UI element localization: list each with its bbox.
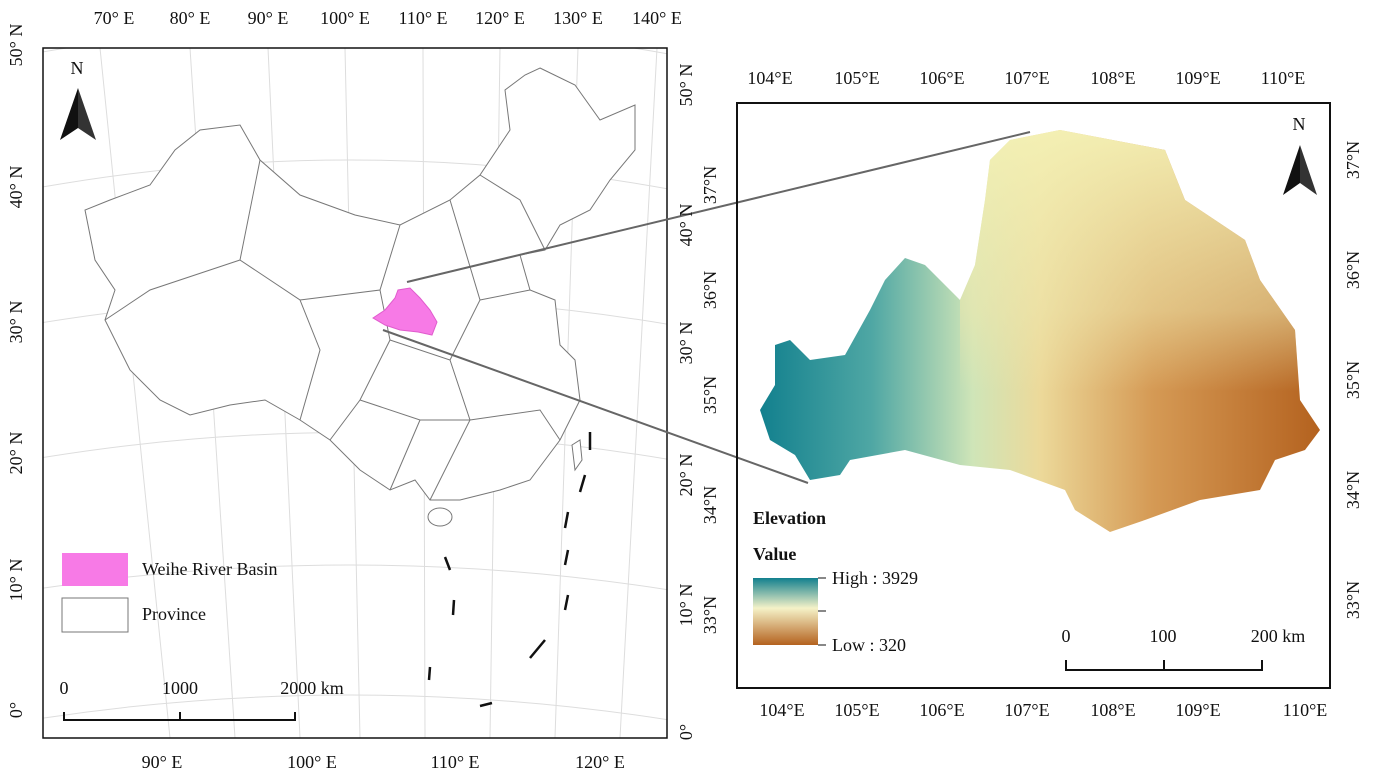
right-label: 0° — [676, 724, 696, 740]
left-label: 0° — [6, 702, 26, 718]
top-label: 120° E — [475, 8, 525, 28]
legend-swatch — [61, 597, 129, 633]
right-label: 35°N — [1343, 361, 1363, 399]
taiwan — [571, 439, 583, 472]
north-label: N — [1293, 114, 1306, 134]
bottom-label: 110° E — [430, 752, 479, 772]
legend-tick — [818, 577, 826, 646]
left-label: 50° N — [6, 24, 26, 67]
top-label: 130° E — [553, 8, 603, 28]
top-label: 109°E — [1175, 68, 1220, 88]
right-frame — [736, 102, 1331, 689]
bottom-label: 106°E — [919, 700, 964, 720]
scale-label: 1000 — [162, 678, 198, 698]
right-label: 30° N — [676, 322, 696, 365]
right-label: 37°N — [1343, 141, 1363, 179]
scale-bar — [63, 712, 296, 721]
scale-label: 0 — [60, 678, 69, 698]
top-label: 90° E — [248, 8, 289, 28]
bottom-label: 105°E — [834, 700, 879, 720]
north-arrow — [78, 88, 96, 140]
bottom-label: 120° E — [575, 752, 625, 772]
scale-bar — [1065, 660, 1263, 671]
left-label: 30° N — [6, 301, 26, 344]
top-label: 140° E — [632, 8, 682, 28]
scale-label: 200 km — [1251, 626, 1306, 646]
left-label: 36°N — [700, 271, 720, 309]
weihe-basin — [372, 287, 438, 336]
bottom-label: 107°E — [1004, 700, 1049, 720]
bottom-label: 109°E — [1175, 700, 1220, 720]
bottom-label: 100° E — [287, 752, 337, 772]
north-arrow — [1283, 145, 1300, 195]
north-arrow — [60, 88, 78, 140]
scale-label: 100 — [1150, 626, 1177, 646]
legend-ramp — [753, 578, 818, 645]
top-label: 108°E — [1090, 68, 1135, 88]
province-borders — [104, 159, 561, 501]
legend-swatch — [62, 553, 128, 586]
bottom-label: 110°E — [1283, 700, 1328, 720]
top-label: 105°E — [834, 68, 879, 88]
left-label: 37°N — [700, 166, 720, 204]
left-frame — [42, 47, 668, 739]
right-map — [736, 102, 1331, 689]
right-label: 20° N — [676, 454, 696, 497]
top-label: 110°E — [1261, 68, 1306, 88]
right-label: 50° N — [676, 64, 696, 107]
left-label: 34°N — [700, 486, 720, 524]
scale-label: 2000 km — [280, 678, 344, 698]
dem-shade — [960, 130, 1320, 532]
right-label: 34°N — [1343, 471, 1363, 509]
legend-label: Weihe River Basin — [142, 559, 278, 579]
hainan — [427, 507, 453, 527]
left-label: 10° N — [6, 559, 26, 602]
north-label: N — [71, 58, 84, 78]
left-label: 35°N — [700, 376, 720, 414]
nine-dash-line — [427, 432, 592, 708]
legend-subtitle: Value — [753, 544, 796, 564]
top-label: 106°E — [919, 68, 964, 88]
bottom-label: 90° E — [142, 752, 183, 772]
legend-label: Province — [142, 604, 206, 624]
north-arrow — [1300, 145, 1317, 195]
right-label: 10° N — [676, 584, 696, 627]
left-map — [42, 47, 668, 739]
legend-title: Elevation — [753, 508, 826, 528]
right-label: 40° N — [676, 204, 696, 247]
left-label: 33°N — [700, 596, 720, 634]
top-label: 104°E — [747, 68, 792, 88]
top-label: 70° E — [94, 8, 135, 28]
right-label: 33°N — [1343, 581, 1363, 619]
legend-label: Low : 320 — [832, 635, 906, 655]
scale-label: 0 — [1062, 626, 1071, 646]
top-label: 107°E — [1004, 68, 1049, 88]
legend-label: High : 3929 — [832, 568, 918, 588]
left-label: 20° N — [6, 432, 26, 475]
right-label: 36°N — [1343, 251, 1363, 289]
left-label: 40° N — [6, 166, 26, 209]
top-label: 80° E — [170, 8, 211, 28]
bottom-label: 104°E — [759, 700, 804, 720]
top-label: 110° E — [398, 8, 447, 28]
top-label: 100° E — [320, 8, 370, 28]
bottom-label: 108°E — [1090, 700, 1135, 720]
